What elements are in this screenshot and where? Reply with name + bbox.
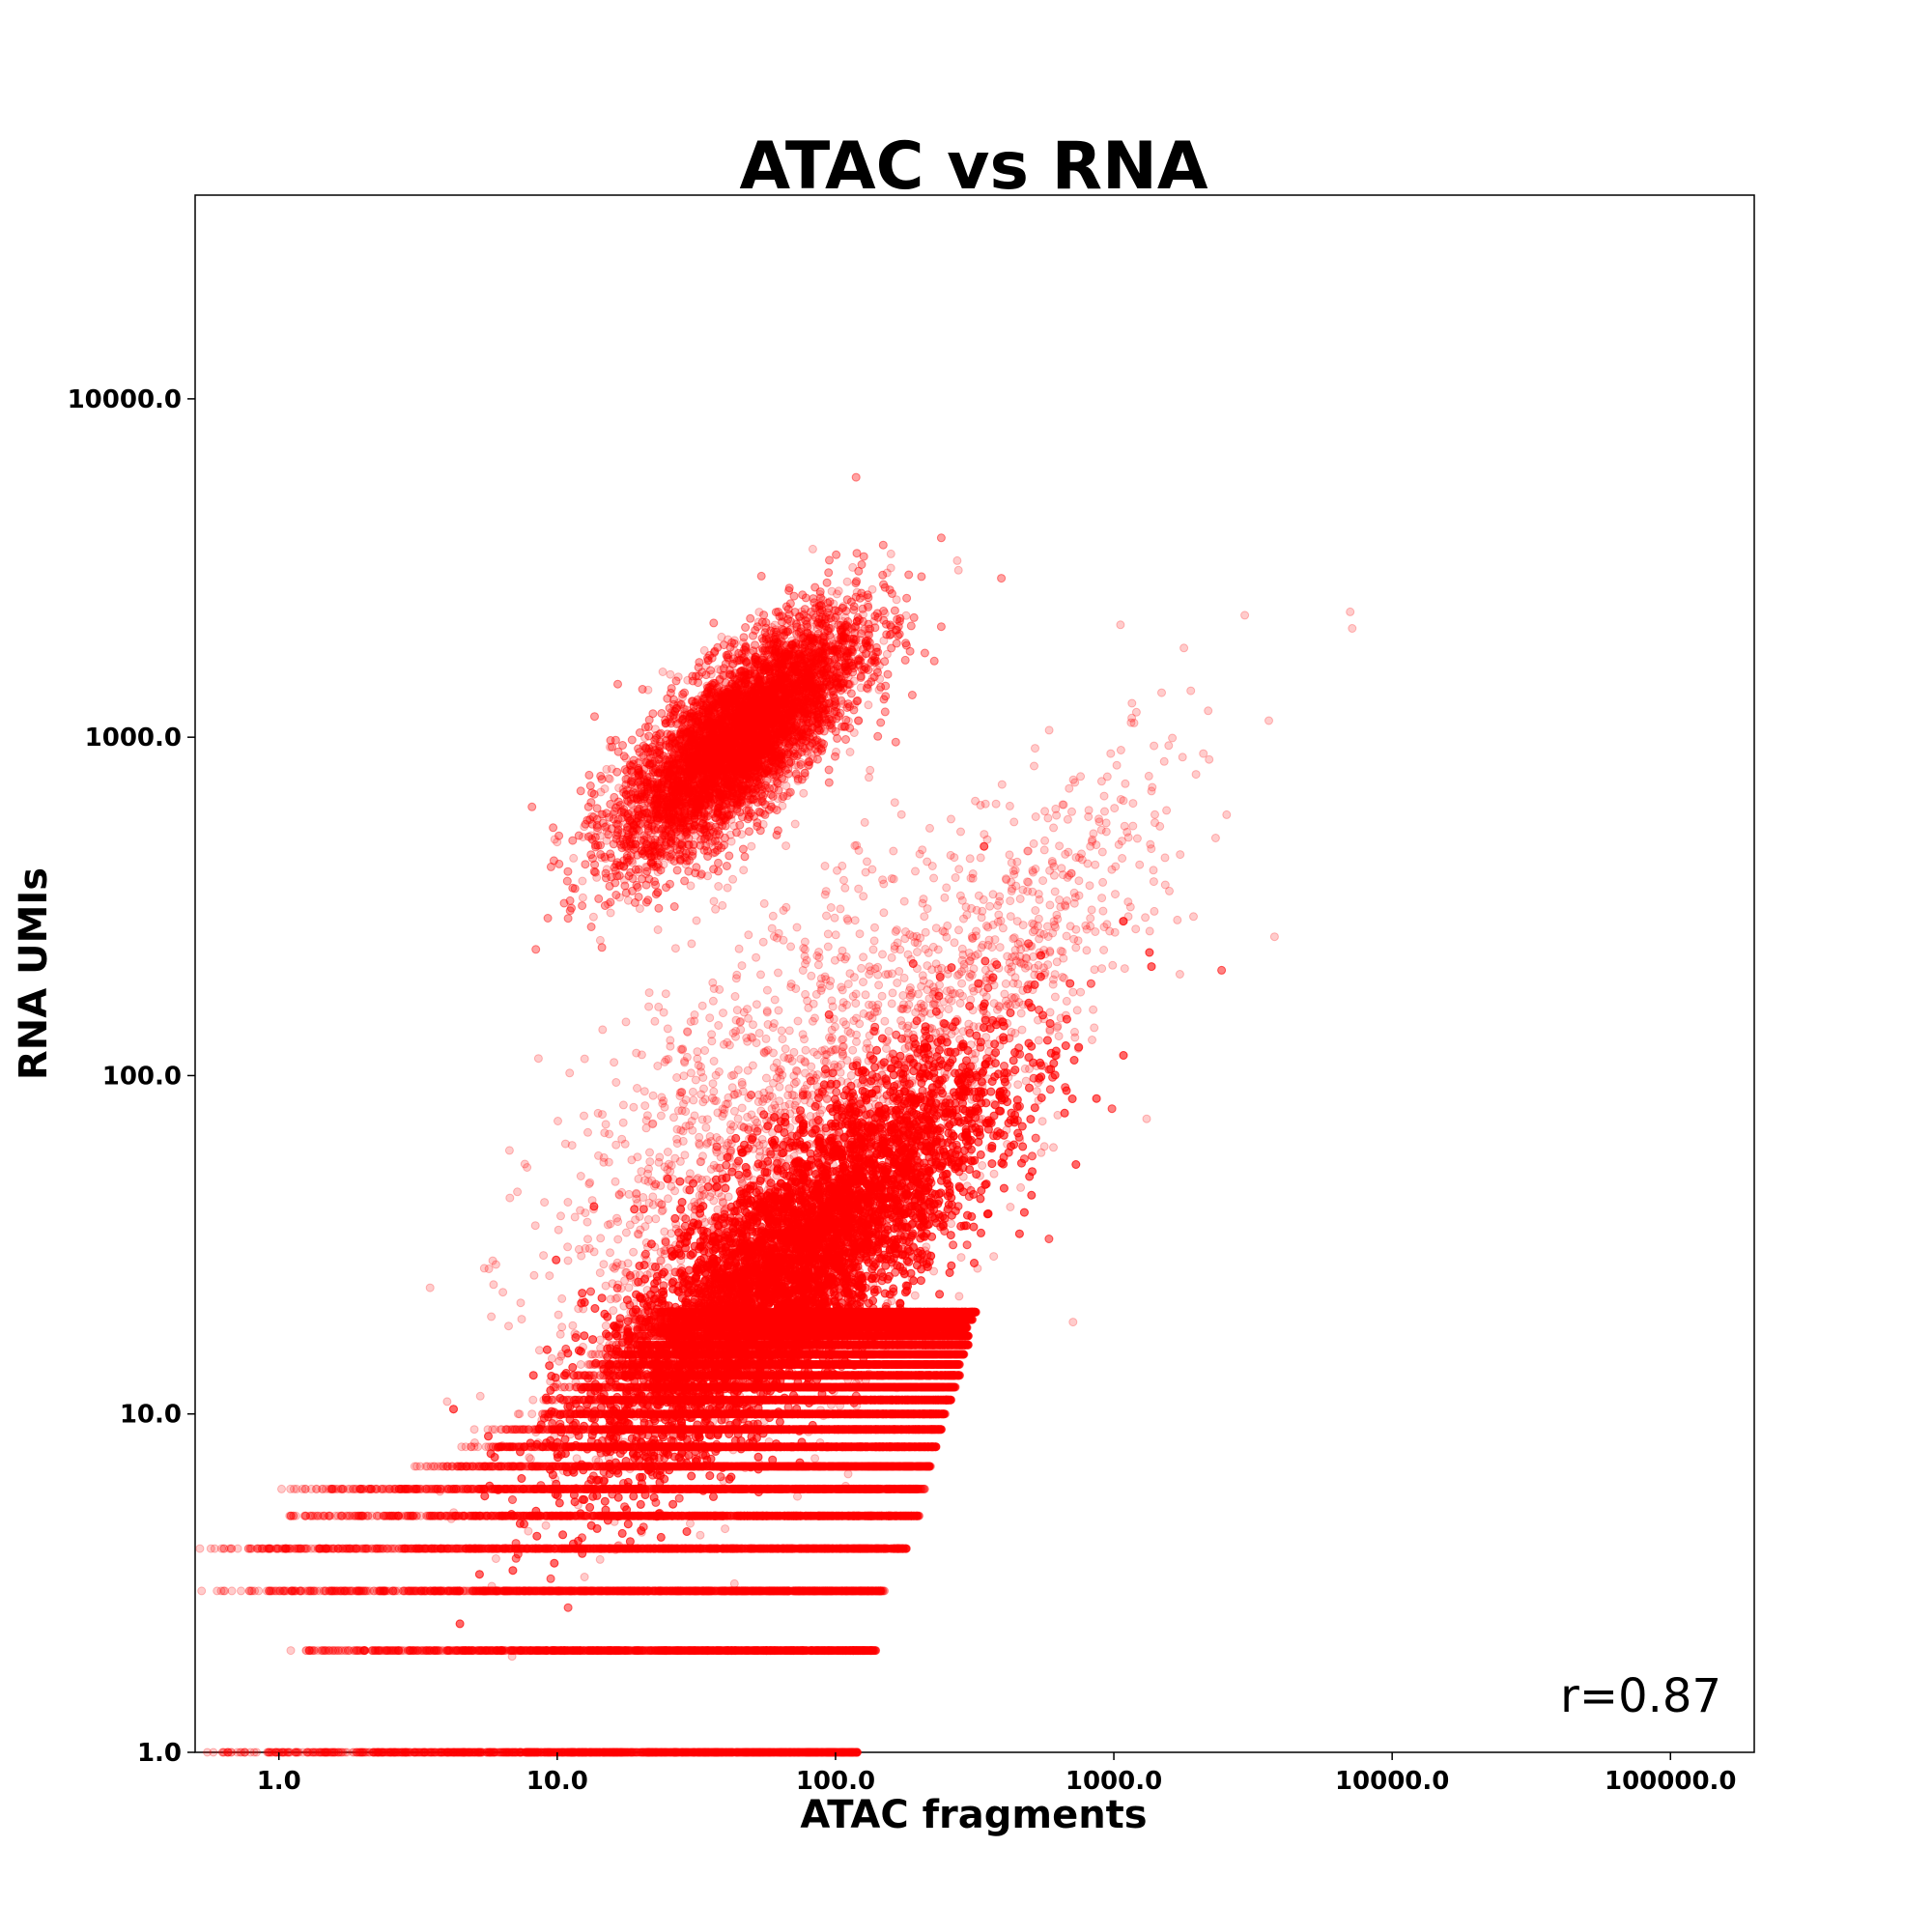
scatter-point bbox=[350, 1748, 357, 1756]
scatter-point bbox=[485, 1748, 493, 1756]
scatter-point bbox=[500, 1748, 508, 1756]
scatter-point bbox=[526, 1748, 533, 1756]
scatter-point bbox=[812, 1748, 820, 1756]
scatter-point bbox=[418, 1748, 426, 1756]
scatter-point bbox=[661, 1748, 668, 1756]
scatter-point bbox=[462, 1748, 469, 1756]
scatter-point bbox=[587, 1748, 595, 1756]
scatter-point bbox=[432, 1748, 440, 1756]
scatter-point bbox=[219, 1748, 227, 1756]
scatter-point bbox=[398, 1748, 406, 1756]
scatter-point bbox=[359, 1748, 367, 1756]
scatter-point bbox=[854, 1748, 862, 1756]
scatter-point bbox=[296, 1748, 303, 1756]
chart-title: ATAC vs RNA bbox=[739, 128, 1208, 205]
scatter-points bbox=[196, 473, 1356, 1756]
scatter-point bbox=[538, 1748, 546, 1756]
scatter-point bbox=[204, 1748, 212, 1756]
scatter-point bbox=[510, 1748, 518, 1756]
scatter-point bbox=[830, 1748, 838, 1756]
scatter-point bbox=[234, 1748, 242, 1756]
scatter-point bbox=[452, 1748, 460, 1756]
scatter-point bbox=[241, 1748, 248, 1756]
scatter-point bbox=[284, 1748, 292, 1756]
scatter-point bbox=[309, 1748, 317, 1756]
scatter-point bbox=[631, 1748, 639, 1756]
scatter-point bbox=[566, 1748, 574, 1756]
scatter-point bbox=[801, 1748, 809, 1756]
scatter-point bbox=[622, 1748, 630, 1756]
scatter-point bbox=[671, 1748, 679, 1756]
scatter-point bbox=[266, 1748, 273, 1756]
scatter-point bbox=[369, 1748, 377, 1756]
scatter-point bbox=[695, 1748, 702, 1756]
scatter-point bbox=[444, 1748, 452, 1756]
scatter-point bbox=[469, 1748, 477, 1756]
scatter-point bbox=[600, 1748, 608, 1756]
scatter-point bbox=[705, 1748, 713, 1756]
scatter-point bbox=[575, 1748, 582, 1756]
